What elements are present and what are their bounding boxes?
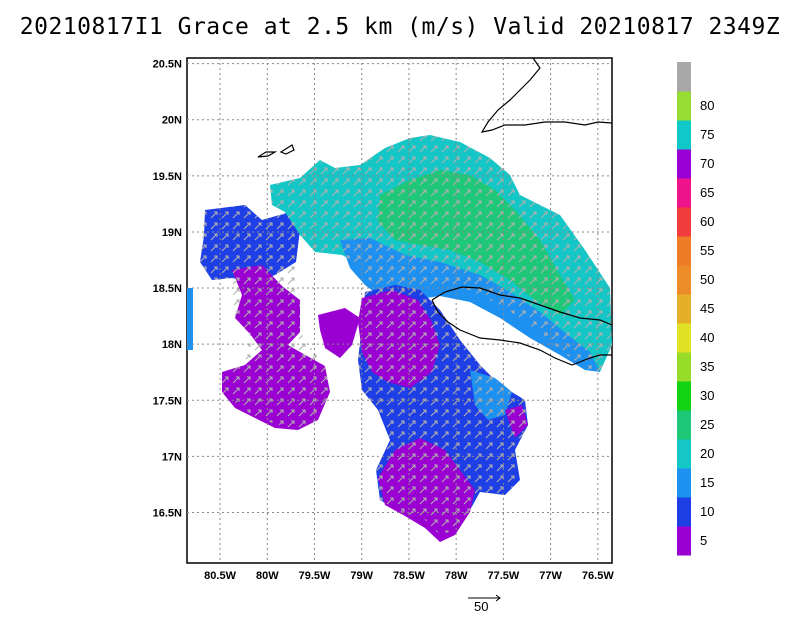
lon-tick-label: 77W bbox=[539, 570, 562, 582]
coastline-cuba bbox=[480, 58, 612, 133]
coastline-jamaica bbox=[431, 286, 612, 366]
lat-tick-label: 20.5N bbox=[153, 59, 182, 71]
wind-vectors-north bbox=[270, 135, 612, 372]
colorbar: 5 10 15 20 25 30 35 40 45 50 55 60 65 70 75 80 bbox=[677, 62, 714, 556]
lat-tick-label: 17.5N bbox=[153, 395, 182, 407]
colorbar-segment bbox=[677, 468, 691, 498]
longitude-tick-labels: 80.5W 80W 79.5W 79W 78.5W 78W 77.5W 77W 76.5W bbox=[204, 570, 614, 582]
colorbar-label: 80 bbox=[700, 98, 714, 113]
colorbar-label: 40 bbox=[700, 330, 714, 345]
colorbar-label: 70 bbox=[700, 156, 714, 171]
reference-vector bbox=[468, 594, 501, 602]
lat-tick-label: 20N bbox=[162, 115, 182, 127]
colorbar-segment bbox=[677, 178, 691, 208]
lat-tick-label: 19N bbox=[162, 227, 182, 239]
colorbar-label: 75 bbox=[700, 127, 714, 142]
colorbar-label: 20 bbox=[700, 446, 714, 461]
swath-edge bbox=[187, 288, 193, 350]
colorbar-segment bbox=[677, 352, 691, 382]
latitude-tick-labels: 20.5N 20N 19.5N 19N 18.5N 18N 17.5N 17N 16.5N bbox=[153, 59, 182, 520]
colorbar-segment bbox=[677, 62, 691, 92]
colorbar-label: 60 bbox=[700, 214, 714, 229]
colorbar-segment bbox=[677, 410, 691, 440]
colorbar-segment bbox=[677, 120, 691, 150]
colorbar-segment bbox=[677, 497, 691, 527]
lon-tick-label: 79W bbox=[350, 570, 373, 582]
colorbar-segment bbox=[677, 526, 691, 556]
colorbar-segment bbox=[677, 323, 691, 353]
lon-tick-label: 78W bbox=[445, 570, 468, 582]
lat-tick-label: 18.5N bbox=[153, 283, 182, 295]
chart-title: 20210817I1 Grace at 2.5 km (m/s) Valid 2… bbox=[19, 14, 781, 40]
colorbar-label: 15 bbox=[700, 475, 714, 490]
wind-vectors-central bbox=[358, 285, 528, 535]
colorbar-segment bbox=[677, 439, 691, 469]
grid-lines bbox=[187, 58, 612, 563]
lon-tick-label: 80.5W bbox=[204, 570, 236, 582]
colorbar-label: 35 bbox=[700, 359, 714, 374]
colorbar-segment bbox=[677, 149, 691, 179]
colorbar-segment bbox=[677, 236, 691, 266]
reference-vector-label: 50 bbox=[474, 599, 489, 614]
lon-tick-label: 76.5W bbox=[582, 570, 614, 582]
colorbar-segment bbox=[677, 381, 691, 411]
swath-west-purple-b bbox=[318, 308, 360, 358]
colorbar-label: 5 bbox=[700, 533, 707, 548]
wind-swaths bbox=[187, 135, 612, 542]
lon-tick-label: 80W bbox=[256, 570, 279, 582]
coastline-island-small bbox=[257, 144, 295, 158]
lat-tick-label: 18N bbox=[162, 339, 182, 351]
colorbar-label: 55 bbox=[700, 243, 714, 258]
lon-tick-label: 78.5W bbox=[393, 570, 425, 582]
colorbar-label: 50 bbox=[700, 272, 714, 287]
coastlines bbox=[257, 58, 612, 366]
colorbar-label: 10 bbox=[700, 504, 714, 519]
lon-tick-label: 79.5W bbox=[299, 570, 331, 582]
colorbar-label: 25 bbox=[700, 417, 714, 432]
colorbar-label: 45 bbox=[700, 301, 714, 316]
lat-tick-label: 16.5N bbox=[153, 508, 182, 520]
lat-tick-label: 17N bbox=[162, 451, 182, 463]
lon-tick-label: 77.5W bbox=[487, 570, 519, 582]
lat-tick-label: 19.5N bbox=[153, 171, 182, 183]
colorbar-segment bbox=[677, 265, 691, 295]
colorbar-segment bbox=[677, 207, 691, 237]
colorbar-label: 65 bbox=[700, 185, 714, 200]
wind-vectors bbox=[200, 205, 330, 430]
colorbar-label: 30 bbox=[700, 388, 714, 403]
colorbar-segment bbox=[677, 294, 691, 324]
colorbar-segment bbox=[677, 91, 691, 121]
